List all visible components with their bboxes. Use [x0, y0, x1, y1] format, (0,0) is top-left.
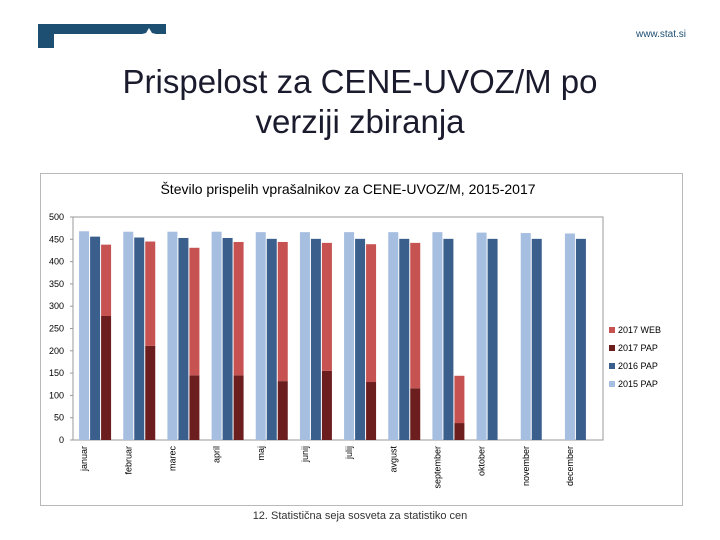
- bar-2017-pap: [277, 381, 288, 440]
- x-tick-label: februar: [123, 446, 133, 475]
- bar-2017-pap: [189, 375, 200, 440]
- y-tick-label: 350: [49, 279, 64, 289]
- y-tick-label: 500: [49, 212, 64, 222]
- bar-2015-pap: [167, 231, 178, 440]
- legend-label: 2017 WEB: [618, 325, 661, 335]
- logo-icon: [134, 28, 164, 44]
- bar-2016-pap: [487, 238, 498, 440]
- bar-2015-pap: [211, 231, 222, 440]
- bar-2016-pap: [266, 238, 277, 440]
- bar-2016-pap: [310, 238, 321, 440]
- x-tick-label: junij: [300, 446, 310, 463]
- bar-2015-pap: [520, 233, 531, 440]
- footer-text: 12. Statistična seja sosveta za statisti…: [252, 510, 468, 522]
- bar-2015-pap: [299, 232, 310, 440]
- bar-2017-web: [454, 375, 465, 424]
- bar-2017-web: [321, 242, 332, 371]
- chart-title: Število prispelih vprašalnikov za CENE-U…: [160, 181, 535, 197]
- y-tick-label: 250: [49, 324, 64, 334]
- bar-2015-pap: [564, 233, 575, 440]
- bar-2016-pap: [399, 238, 410, 440]
- bar-2017-pap: [321, 370, 332, 440]
- x-tick-label: september: [432, 446, 442, 489]
- y-tick-label: 400: [49, 257, 64, 267]
- x-tick-label: julij: [344, 446, 354, 460]
- bar-2016-pap: [355, 238, 366, 440]
- bar-2015-pap: [432, 232, 443, 440]
- legend-label: 2017 PAP: [618, 343, 658, 353]
- bar-2017-pap: [410, 388, 421, 440]
- y-tick-label: 50: [54, 413, 64, 423]
- bar-2017-pap: [233, 375, 244, 440]
- y-tick-label: 150: [49, 368, 64, 378]
- bar-2016-pap: [531, 238, 542, 440]
- legend-swatch: [609, 327, 615, 333]
- y-tick-label: 100: [49, 390, 64, 400]
- y-tick-label: 300: [49, 301, 64, 311]
- bar-2017-pap: [145, 345, 156, 440]
- bar-2017-web: [410, 242, 421, 389]
- bar-2017-web: [189, 247, 200, 376]
- slide-title: Prispelost za CENE-UVOZ/M po verziji zbi…: [40, 62, 680, 142]
- x-tick-label: marec: [167, 446, 177, 472]
- legend-swatch: [609, 363, 615, 369]
- bar-2016-pap: [134, 237, 145, 440]
- bar-2017-pap: [454, 423, 465, 440]
- bar-2016-pap: [575, 238, 586, 440]
- legend-swatch: [609, 381, 615, 387]
- bar-2015-pap: [476, 232, 487, 440]
- bar-2015-pap: [255, 232, 266, 440]
- bar-2015-pap: [79, 231, 90, 440]
- y-tick-label: 0: [59, 435, 64, 445]
- bar-2017-web: [145, 241, 156, 346]
- x-tick-label: april: [212, 446, 222, 463]
- bar-2015-pap: [344, 232, 355, 440]
- x-tick-label: december: [565, 446, 575, 486]
- y-tick-label: 200: [49, 346, 64, 356]
- bar-chart: Število prispelih vprašalnikov za CENE-U…: [49, 181, 661, 489]
- x-tick-label: maj: [256, 446, 266, 461]
- bar-2015-pap: [388, 232, 399, 440]
- x-tick-label: januar: [79, 446, 89, 472]
- bar-2016-pap: [443, 238, 454, 440]
- legend-swatch: [609, 345, 615, 351]
- slide-title-line-1: Prispelost za CENE-UVOZ/M po: [122, 63, 598, 100]
- site-url[interactable]: www.stat.si: [635, 29, 686, 40]
- x-tick-label: avgust: [388, 446, 398, 473]
- bar-2017-web: [233, 241, 244, 376]
- y-tick-label: 450: [49, 234, 64, 244]
- bar-2016-pap: [178, 237, 189, 440]
- x-tick-label: oktober: [477, 446, 487, 476]
- bar-2015-pap: [123, 231, 134, 440]
- chart-frame: Število prispelih vprašalnikov za CENE-U…: [40, 173, 683, 506]
- bar-2017-pap: [101, 316, 112, 440]
- bar-2017-web: [101, 244, 112, 317]
- x-tick-label: november: [521, 446, 531, 486]
- bar-2017-web: [366, 244, 377, 383]
- legend-label: 2016 PAP: [618, 361, 658, 371]
- bar-2017-pap: [366, 382, 377, 440]
- logo-notch: [54, 34, 166, 48]
- bar-2017-web: [277, 241, 288, 382]
- legend-label: 2015 PAP: [618, 379, 658, 389]
- bar-2016-pap: [90, 236, 101, 440]
- bar-2016-pap: [222, 237, 233, 440]
- slide-title-line-2: verziji zbiranja: [255, 103, 465, 140]
